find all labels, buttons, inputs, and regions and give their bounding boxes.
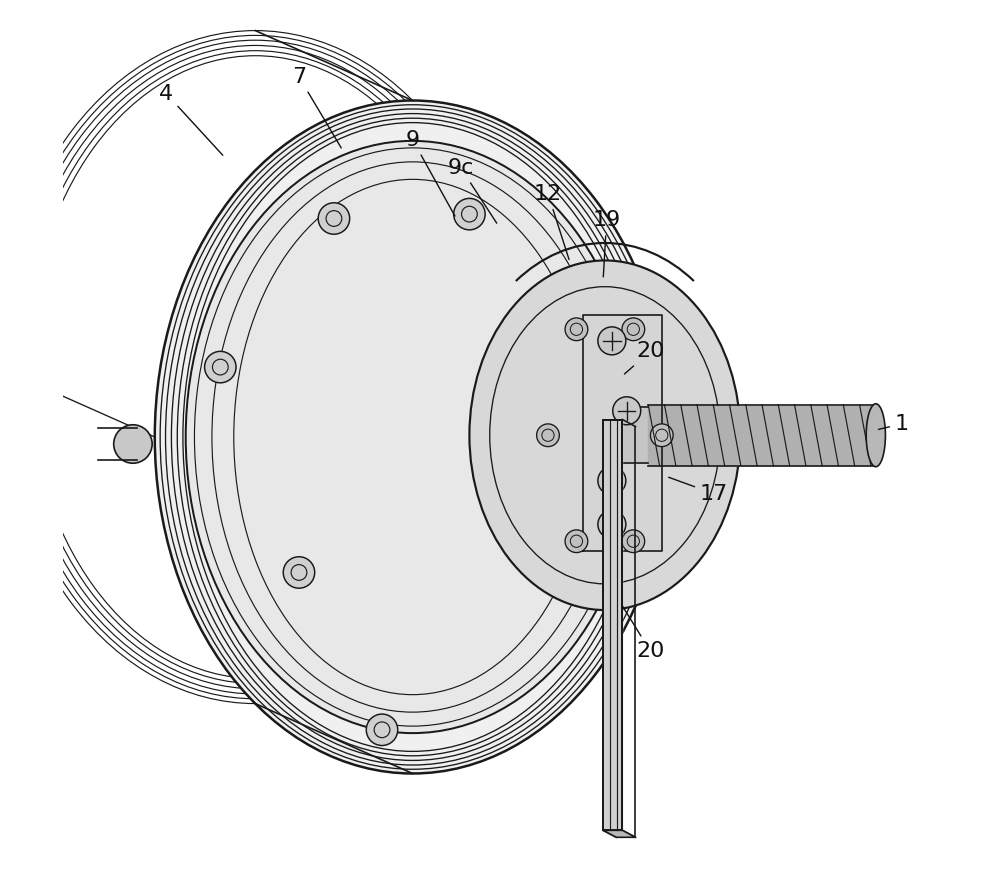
Text: 12: 12 bbox=[534, 184, 569, 260]
Ellipse shape bbox=[205, 351, 236, 383]
Text: 20: 20 bbox=[624, 342, 665, 374]
Ellipse shape bbox=[537, 424, 559, 447]
Ellipse shape bbox=[155, 101, 670, 773]
Text: 20: 20 bbox=[622, 606, 665, 661]
Ellipse shape bbox=[598, 327, 626, 355]
Ellipse shape bbox=[598, 510, 626, 538]
Ellipse shape bbox=[114, 425, 152, 463]
Polygon shape bbox=[603, 420, 622, 830]
Ellipse shape bbox=[565, 318, 588, 341]
Polygon shape bbox=[603, 830, 635, 837]
Polygon shape bbox=[583, 315, 662, 551]
Ellipse shape bbox=[283, 557, 315, 588]
Ellipse shape bbox=[613, 397, 641, 425]
Text: 17: 17 bbox=[669, 477, 728, 503]
Text: 1: 1 bbox=[879, 414, 909, 434]
Text: 9c: 9c bbox=[447, 158, 497, 223]
Ellipse shape bbox=[565, 530, 588, 552]
Text: 19: 19 bbox=[593, 211, 621, 277]
Ellipse shape bbox=[622, 318, 645, 341]
Ellipse shape bbox=[598, 467, 626, 495]
Text: 4: 4 bbox=[159, 84, 223, 156]
Ellipse shape bbox=[454, 198, 485, 230]
Ellipse shape bbox=[469, 260, 740, 610]
Ellipse shape bbox=[866, 404, 885, 467]
Ellipse shape bbox=[650, 424, 673, 447]
Ellipse shape bbox=[366, 714, 398, 746]
Text: 7: 7 bbox=[292, 67, 341, 148]
Ellipse shape bbox=[622, 530, 645, 552]
Ellipse shape bbox=[186, 141, 639, 733]
Ellipse shape bbox=[318, 203, 350, 234]
Text: 9: 9 bbox=[406, 130, 455, 216]
